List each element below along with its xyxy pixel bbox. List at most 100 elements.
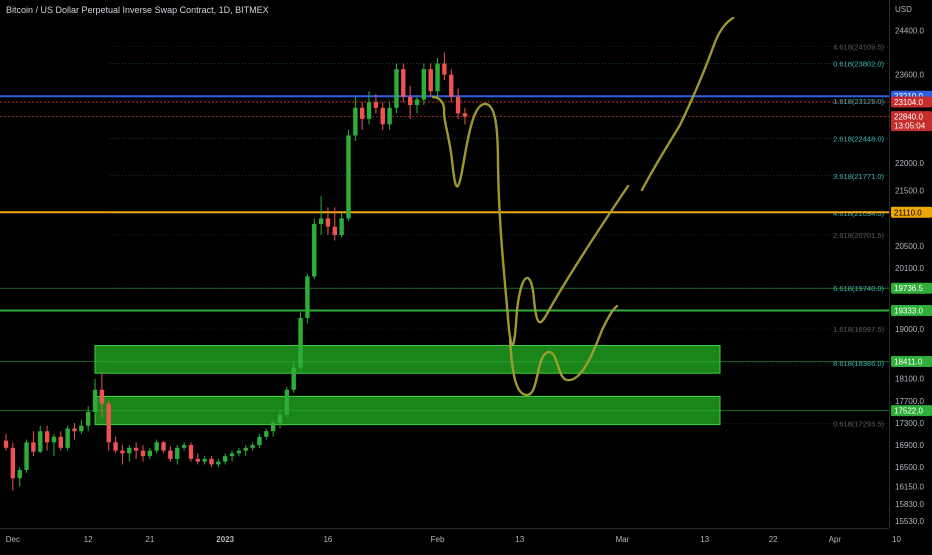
- candle-body-36: [250, 445, 255, 448]
- candle-body-62: [428, 69, 433, 92]
- price-labels-layer: 23210.023104.022840.013:05:0421110.01973…: [891, 90, 932, 417]
- candle-body-46: [318, 218, 324, 224]
- currency-label: USD: [895, 5, 912, 14]
- price-tag-3[interactable]: [891, 206, 932, 218]
- candle-body-16: [113, 442, 118, 451]
- price-tick-7: 18100.0: [895, 375, 924, 384]
- candle-body-38: [264, 431, 269, 437]
- candle-body-34: [236, 450, 242, 454]
- candle-body-14: [99, 389, 105, 404]
- candle-body-22: [154, 442, 159, 451]
- candle-body-64: [442, 63, 447, 75]
- price-tag-5[interactable]: [891, 305, 932, 317]
- candle-body-5: [38, 431, 43, 452]
- hand-drawn-path-2[interactable]: [508, 304, 619, 397]
- candle-body-61: [421, 69, 427, 100]
- candle-body-21: [147, 450, 153, 457]
- candle-body-67: [462, 113, 468, 117]
- hand-drawn-path-3[interactable]: [640, 16, 735, 192]
- price-tag-1[interactable]: [891, 96, 932, 108]
- price-tag-text-2: 22840.0: [894, 113, 923, 122]
- time-tick-10: Apr: [829, 535, 842, 544]
- price-tag-2[interactable]: [891, 111, 932, 132]
- fib-label-3: 2.618(22448.0): [833, 134, 884, 143]
- candle-body-13: [92, 389, 98, 412]
- candle-body-15: [106, 403, 111, 443]
- price-tag-text-5: 19333.0: [894, 307, 923, 316]
- candle-body-20: [140, 450, 146, 457]
- price-tick-4: 20500.0: [895, 242, 924, 251]
- candle-body-4: [31, 442, 36, 452]
- candle-body-32: [223, 456, 228, 462]
- candle-body-42: [291, 367, 296, 390]
- candle-body-54: [373, 102, 379, 108]
- time-tick-0: Dec: [6, 535, 20, 544]
- hand-drawn-path-1[interactable]: [431, 95, 630, 347]
- fib-label-10: 0.618(17293.5): [833, 419, 884, 428]
- candle-body-27: [188, 445, 194, 459]
- price-tag-6[interactable]: [891, 356, 932, 368]
- price-tick-13: 15830.0: [895, 500, 924, 509]
- price-axis[interactable]: USD 24400.0 23600.0 22000.0 21500.0 20500.0 2…: [889, 0, 925, 528]
- candle-body-39: [270, 422, 276, 432]
- time-tick-1: 12: [84, 535, 93, 544]
- candle-body-33: [229, 453, 235, 457]
- price-tag-7[interactable]: [891, 405, 932, 417]
- candle-body-49: [339, 218, 344, 235]
- candle-body-52: [360, 107, 365, 119]
- candle-body-2: [17, 469, 22, 479]
- candle-body-63: [435, 63, 440, 92]
- candle-body-40: [277, 414, 283, 423]
- candle-body-23: [161, 442, 166, 451]
- fib-label-0: 4.618(24109.5): [833, 42, 884, 51]
- time-tick-2: 21: [145, 535, 154, 544]
- fib-label-4: 3.618(21771.0): [833, 172, 884, 181]
- candle-body-26: [181, 445, 187, 448]
- price-tick-8: 17700.0: [895, 397, 924, 406]
- candles-layer: [3, 52, 468, 491]
- candle-body-66: [455, 96, 461, 114]
- price-tag-text-4: 19736.5: [894, 284, 923, 293]
- price-tick-14: 15530.0: [895, 517, 924, 526]
- candle-body-31: [216, 461, 221, 465]
- price-tick-10: 16900.0: [895, 441, 924, 450]
- demand-zone-1[interactable]: [94, 345, 721, 374]
- candle-body-17: [120, 450, 125, 454]
- price-tick-5: 20100.0: [895, 264, 924, 273]
- price-tick-6: 19000.0: [895, 325, 924, 334]
- fib-label-9: 8.618(18386.0): [833, 359, 884, 368]
- zones-layer: [94, 345, 721, 426]
- candle-body-37: [257, 436, 262, 446]
- candle-body-53: [366, 102, 372, 119]
- candle-body-56: [387, 107, 392, 125]
- candle-body-30: [209, 458, 214, 465]
- fib-label-6: 2.618(20701.5): [833, 231, 884, 240]
- price-tick-3: 21500.0: [895, 187, 924, 196]
- fib-label-5: 4.618(21094.0): [833, 209, 884, 218]
- candle-body-51: [353, 107, 358, 136]
- candle-body-28: [195, 458, 200, 462]
- candle-body-41: [284, 389, 290, 415]
- price-tick-0: 24400.0: [895, 26, 924, 35]
- price-tag-text-3: 21110.0: [894, 208, 922, 217]
- horizontal-lines-layer: [0, 95, 889, 412]
- time-tick-3: 2023: [216, 535, 234, 544]
- candle-body-57: [394, 69, 399, 108]
- fib-label-8: 1.618(18997.5): [833, 325, 884, 334]
- drawing-layer: [431, 16, 735, 397]
- price-tag-4[interactable]: [891, 282, 932, 294]
- time-tick-9: 22: [769, 535, 778, 544]
- candle-body-65: [449, 74, 454, 97]
- candle-body-6: [44, 431, 50, 443]
- candle-body-8: [58, 436, 63, 448]
- candle-body-55: [380, 107, 385, 125]
- price-tick-2: 22000.0: [895, 159, 924, 168]
- candle-body-29: [202, 458, 207, 462]
- time-axis[interactable]: Dec1221202316Feb13Mar1322Apr1019: [0, 528, 932, 545]
- fib-label-1: 0.618(23802.0): [833, 59, 884, 68]
- time-tick-7: Mar: [616, 535, 630, 544]
- candle-body-35: [243, 447, 248, 451]
